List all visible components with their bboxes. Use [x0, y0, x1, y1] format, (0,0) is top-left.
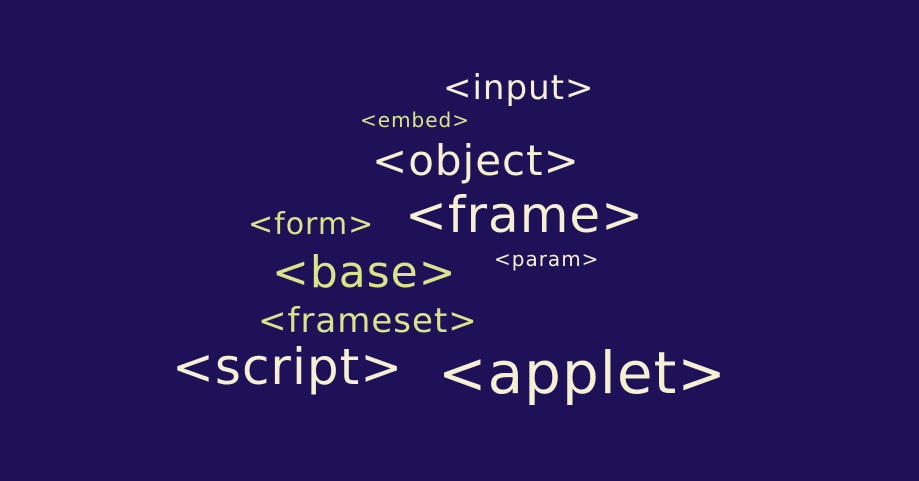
word-frame: <frame> [405, 186, 645, 244]
word-param: <param> [494, 247, 600, 271]
word-frameset: <frameset> [258, 301, 478, 341]
word-form: <form> [248, 207, 375, 242]
word-base: <base> [272, 247, 457, 298]
word-script: <script> [172, 338, 404, 396]
word-input: <input> [443, 68, 595, 108]
word-embed: <embed> [360, 108, 470, 132]
word-applet: <applet> [438, 339, 727, 407]
word-object: <object> [372, 136, 580, 185]
